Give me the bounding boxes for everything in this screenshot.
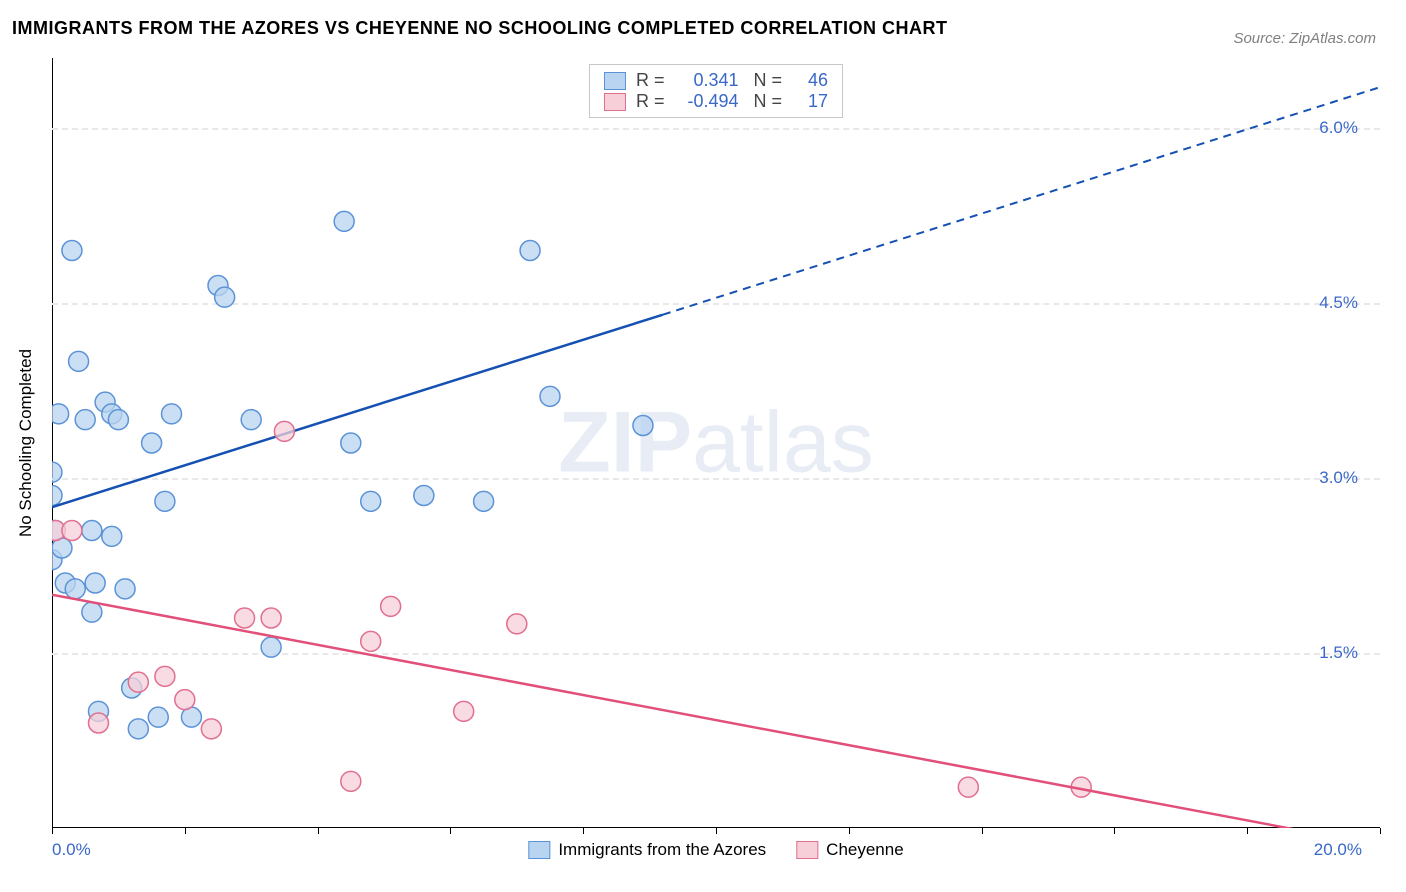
plot-area: ZIPatlas 1.5%3.0%4.5%6.0% No Schooling C… [52,58,1380,828]
scatter-svg [52,58,1380,828]
series-legend: Immigrants from the Azores Cheyenne [528,840,903,860]
correlation-legend: R =0.341 N =46 R =-0.494 N =17 [589,64,843,118]
source-credit: Source: ZipAtlas.com [1233,30,1376,47]
swatch-azores-icon [604,72,626,90]
legend-item-azores: Immigrants from the Azores [528,840,766,860]
y-axis-label: No Schooling Completed [16,349,36,537]
x-max-label: 20.0% [1314,840,1362,860]
legend-item-cheyenne: Cheyenne [796,840,904,860]
swatch-cheyenne-icon [604,93,626,111]
swatch-azores-icon [528,841,550,859]
legend-label: Cheyenne [826,840,904,860]
legend-label: Immigrants from the Azores [558,840,766,860]
chart-title: IMMIGRANTS FROM THE AZORES VS CHEYENNE N… [12,18,948,39]
swatch-cheyenne-icon [796,841,818,859]
correlation-row-cheyenne: R =-0.494 N =17 [604,91,828,112]
x-min-label: 0.0% [52,840,91,860]
correlation-row-azores: R =0.341 N =46 [604,70,828,91]
